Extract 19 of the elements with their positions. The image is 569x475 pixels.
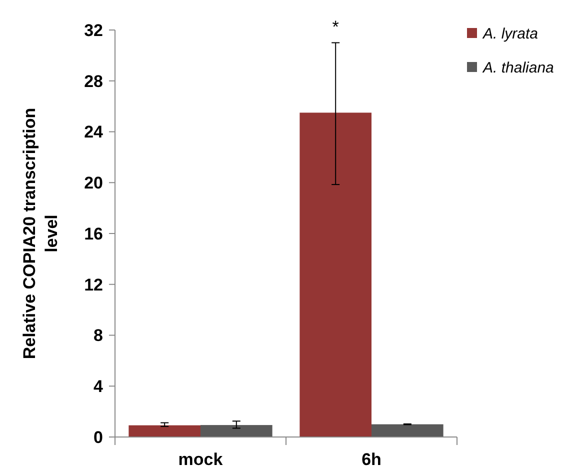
bar xyxy=(372,424,444,437)
bar xyxy=(128,425,200,437)
legend-label: A. lyrata xyxy=(482,25,538,42)
x-tick-label: 6h xyxy=(362,450,382,469)
y-tick-label: 20 xyxy=(84,174,103,193)
x-tick-label: mock xyxy=(178,450,224,469)
y-axis-title: Relative COPIA20 transcription level xyxy=(20,108,62,360)
y-tick-label: 24 xyxy=(84,122,104,142)
y-tick-label: 16 xyxy=(84,224,103,244)
bar xyxy=(300,112,372,437)
bar xyxy=(200,425,272,437)
y-tick-label: 0 xyxy=(94,428,103,447)
y-tick-label: 32 xyxy=(84,20,103,40)
y-tick-label: 4 xyxy=(94,377,104,396)
y-tick-label: 8 xyxy=(94,326,103,346)
y-tick-label: 28 xyxy=(84,72,103,91)
y-tick-label: 12 xyxy=(84,275,103,294)
annotation: * xyxy=(332,18,340,37)
legend-label: A. thaliana xyxy=(482,59,554,76)
